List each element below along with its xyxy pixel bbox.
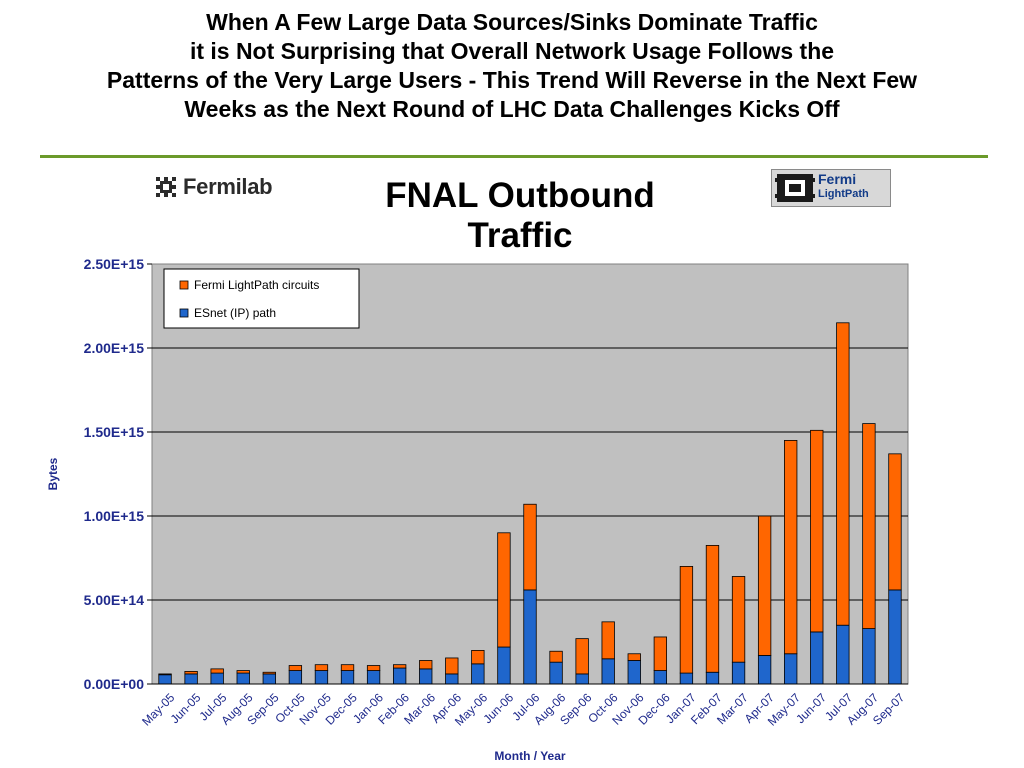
slide-headline: When A Few Large Data Sources/Sinks Domi… — [0, 8, 1024, 124]
bar-lightpath — [262, 671, 276, 675]
bar-esnet — [158, 674, 172, 685]
bar-lightpath — [392, 664, 407, 669]
bar-esnet — [210, 672, 224, 685]
bar-esnet — [888, 589, 902, 685]
bar-esnet — [288, 670, 303, 685]
bar-esnet — [419, 668, 433, 685]
bar-lightpath — [340, 664, 355, 671]
bar-lightpath — [705, 545, 720, 673]
y-tick-label: 1.00E+15 — [84, 508, 145, 524]
bar-esnet — [236, 672, 250, 685]
bar-esnet — [810, 631, 824, 685]
y-tick-label: 0.00E+00 — [84, 676, 145, 692]
y-tick-label: 5.00E+14 — [84, 592, 145, 608]
bar-lightpath — [236, 670, 250, 674]
x-tick-label: Jun-05 — [168, 690, 204, 726]
bar-esnet — [705, 671, 720, 685]
y-axis-title: Bytes — [46, 457, 60, 490]
bar-lightpath — [366, 665, 381, 671]
legend-label: Fermi LightPath circuits — [194, 278, 319, 292]
bar-lightpath — [731, 576, 746, 663]
bar-lightpath — [653, 636, 668, 671]
bar-lightpath — [862, 423, 876, 629]
bar-esnet — [471, 663, 485, 685]
bar-esnet — [262, 673, 276, 685]
bar-esnet — [497, 646, 511, 685]
x-tick-label: Jun-06 — [480, 690, 516, 726]
bar-lightpath — [471, 650, 485, 665]
bar-lightpath — [184, 671, 198, 675]
bar-esnet — [627, 660, 641, 685]
bar-esnet — [731, 661, 746, 685]
bar-lightpath — [784, 439, 798, 655]
fermi-lightpath-logo: Fermi LightPath — [771, 169, 891, 207]
legend-swatch — [179, 280, 189, 290]
headline-line-2: it is Not Surprising that Overall Networ… — [189, 38, 835, 64]
bar-esnet — [366, 670, 381, 685]
bar-lightpath — [549, 650, 563, 663]
bar-esnet — [653, 670, 668, 685]
bar-lightpath — [158, 673, 172, 676]
bar-esnet — [757, 655, 772, 685]
bar-lightpath — [836, 322, 850, 626]
bar-lightpath — [679, 566, 694, 674]
x-tick-label: May-05 — [139, 690, 177, 728]
bar-lightpath — [601, 621, 615, 660]
x-axis-title: Month / Year — [494, 749, 565, 763]
bar-esnet — [784, 653, 798, 685]
chart-title: FNAL Outbound Traffic — [385, 176, 655, 255]
bar-lightpath — [757, 515, 772, 656]
bar-lightpath — [497, 532, 511, 648]
bar-esnet — [836, 624, 850, 685]
bar-esnet — [601, 658, 615, 685]
bar-esnet — [549, 661, 563, 685]
lightpath-logo-line-1: Fermi — [818, 171, 857, 187]
bar-esnet — [340, 670, 355, 685]
bar-lightpath — [888, 453, 902, 591]
lightpath-mark-icon — [775, 174, 815, 202]
bar-esnet — [575, 673, 589, 685]
headline-line-1: When A Few Large Data Sources/Sinks Domi… — [206, 9, 818, 35]
fermilab-logo: Fermilab — [155, 172, 273, 202]
headline-line-4: Weeks as the Next Round of LHC Data Chal… — [184, 96, 840, 122]
bar-esnet — [679, 672, 694, 685]
fermilab-wordmark: Fermilab — [183, 174, 273, 199]
y-tick-label: 2.50E+15 — [84, 256, 145, 272]
bar-esnet — [862, 628, 876, 685]
bar-lightpath — [445, 657, 459, 675]
bar-lightpath — [210, 668, 224, 674]
fermilab-mark-icon — [156, 177, 176, 197]
bar-lightpath — [810, 429, 824, 633]
bar-lightpath — [627, 653, 641, 661]
legend-label: ESnet (IP) path — [194, 306, 276, 320]
x-tick-label: Jun-07 — [793, 690, 829, 726]
bar-esnet — [314, 670, 329, 685]
legend-box — [163, 268, 360, 329]
bar-esnet — [445, 673, 459, 685]
bar-esnet — [184, 673, 198, 685]
bar-lightpath — [523, 503, 537, 591]
bar-lightpath — [314, 664, 329, 671]
lightpath-logo-line-2: LightPath — [818, 188, 869, 200]
bar-lightpath — [575, 638, 589, 675]
bar-esnet — [392, 667, 407, 685]
y-tick-label: 1.50E+15 — [84, 424, 145, 440]
y-tick-label: 2.00E+15 — [84, 340, 145, 356]
headline-line-3: Patterns of the Very Large Users - This … — [106, 67, 918, 93]
bar-lightpath — [419, 660, 433, 670]
legend-swatch — [179, 308, 189, 318]
bar-esnet — [523, 589, 537, 685]
bar-lightpath — [288, 665, 303, 671]
divider-rule — [40, 155, 988, 158]
